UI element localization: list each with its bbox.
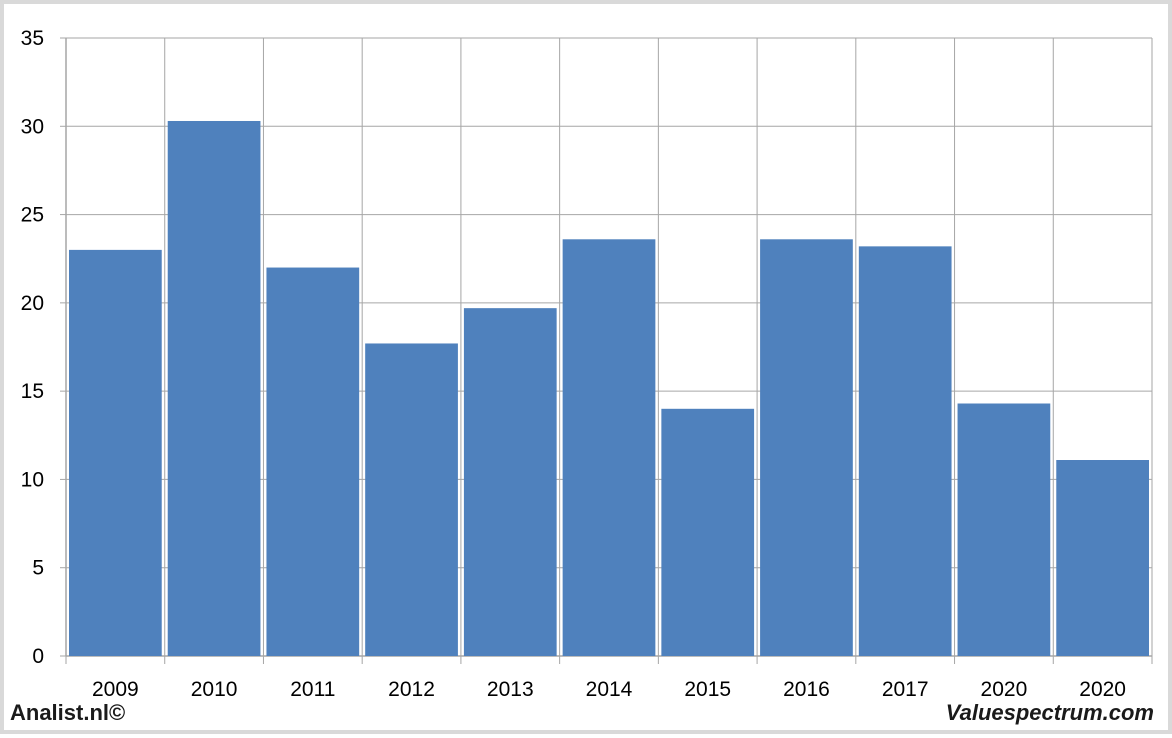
footer-left-label: Analist.nl© [10, 700, 126, 725]
footer-right-label: Valuespectrum.com [945, 700, 1154, 725]
x-tick-label: 2016 [783, 678, 830, 701]
x-tick-label: 2020 [981, 678, 1028, 701]
y-tick-label: 0 [32, 645, 44, 668]
bar-2012 [365, 343, 458, 656]
y-tick-label: 25 [21, 204, 44, 227]
x-tick-label: 2020 [1079, 678, 1126, 701]
x-tick-label: 2015 [684, 678, 731, 701]
x-tick-label: 2011 [290, 678, 335, 701]
x-tick-label: 2013 [487, 678, 534, 701]
bar-2010 [167, 120, 261, 656]
bar-chart: 0 5 10 15 20 25 30 35 2009 2010 2011 2012 2013 2014 20… [21, 27, 1153, 701]
bar-2013 [463, 308, 557, 656]
bar-2020 [1056, 460, 1149, 656]
x-tick-label: 2009 [92, 678, 139, 701]
y-tick-label: 10 [21, 468, 44, 491]
bar-2009 [69, 249, 162, 656]
x-tick-label: 2012 [388, 678, 435, 701]
bar-2020 [957, 403, 1051, 656]
bar-2016 [760, 239, 853, 656]
x-tick-label: 2017 [882, 678, 929, 701]
bar-2014 [562, 239, 656, 656]
bar-2017 [858, 246, 952, 656]
bar-2015 [661, 408, 755, 656]
y-tick-label: 20 [21, 292, 44, 315]
y-tick-label: 35 [21, 27, 44, 50]
y-tick-label: 30 [21, 115, 44, 138]
x-tick-label: 2014 [586, 678, 633, 701]
x-tick-label: 2010 [191, 678, 238, 701]
y-tick-label: 15 [21, 380, 44, 403]
y-tick-label: 5 [32, 557, 44, 580]
bar-2011 [266, 267, 360, 656]
